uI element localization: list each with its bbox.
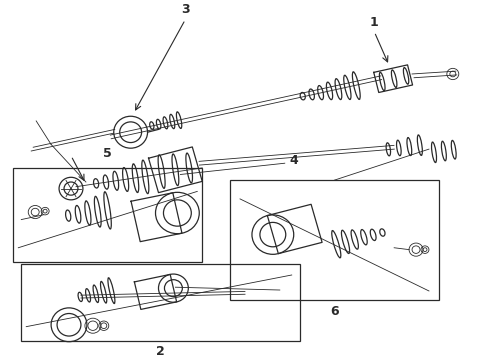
Text: 4: 4 (290, 154, 298, 167)
Text: 6: 6 (330, 305, 339, 318)
Bar (13, 168, 202, 262)
Text: 3: 3 (181, 3, 190, 16)
Bar (230, 180, 439, 300)
Text: 5: 5 (103, 147, 112, 161)
Bar (21, 264, 300, 341)
Text: 1: 1 (370, 16, 379, 29)
Text: 2: 2 (156, 346, 165, 359)
